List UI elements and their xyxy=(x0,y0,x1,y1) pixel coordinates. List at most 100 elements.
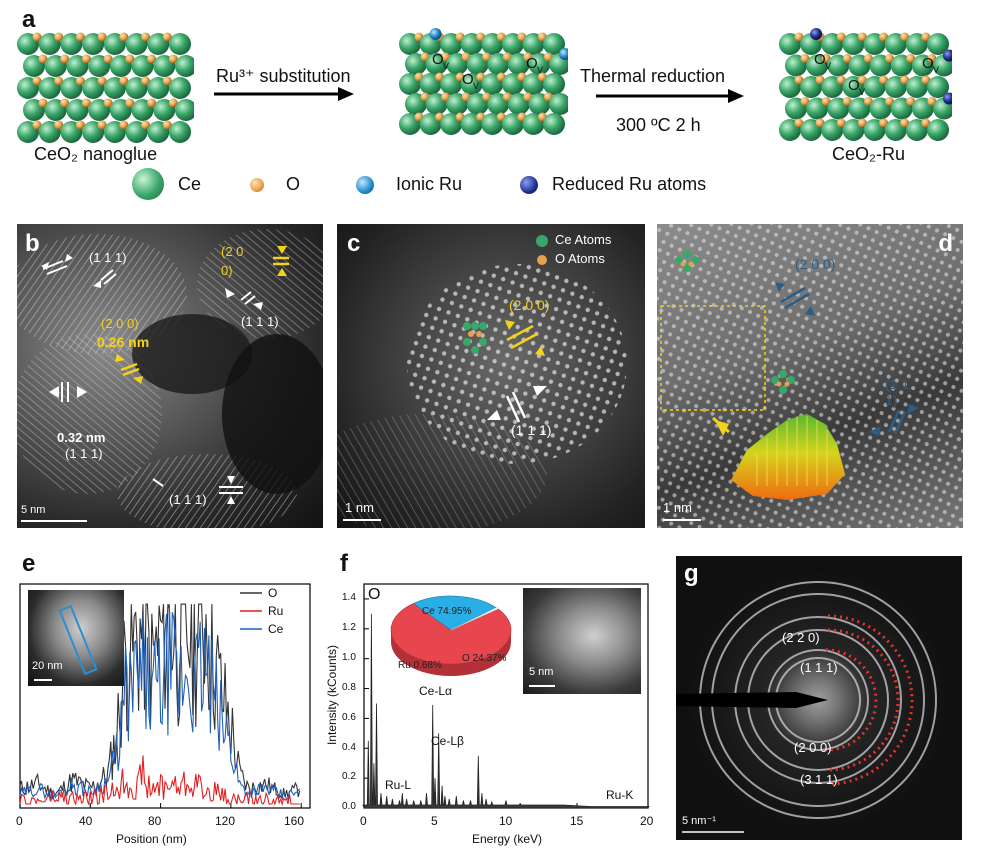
o-atom xyxy=(119,76,129,86)
g-ring-311: (3 1 1) xyxy=(800,772,838,787)
g-ring-200: (2 0 0) xyxy=(794,740,832,755)
f-xtick-3: 15 xyxy=(570,814,584,828)
panel-g-image: g (2 2 0) (1 1 1) (2 0 0) (3 1 1) 5 nm⁻¹ xyxy=(676,556,962,840)
ru-substituted-illustration: O VO VO V xyxy=(399,28,568,135)
panel-f-chart xyxy=(362,583,650,809)
panel-c-lattice xyxy=(337,235,627,528)
o-atom xyxy=(38,98,48,108)
c-legend-o: O Atoms xyxy=(555,251,605,266)
f-ytick-0: 0.0 xyxy=(342,801,356,812)
e-inset-image: 20 nm xyxy=(28,590,124,686)
f-peak-o: O xyxy=(368,586,381,603)
c-scale-label: 1 nm xyxy=(345,500,374,515)
o-atom xyxy=(32,32,42,42)
panel-d-lattice xyxy=(657,224,963,528)
ce-atom xyxy=(175,55,194,77)
panel-c-letter: c xyxy=(347,230,361,257)
f-pie-o: O 24.37% xyxy=(462,653,507,664)
o-atom xyxy=(147,98,157,108)
o-atom xyxy=(97,76,107,86)
oxygen-vacancy-subscript: V xyxy=(473,81,479,91)
o-atom xyxy=(32,76,42,86)
f-peak-ru-k: Ru-K xyxy=(606,788,634,802)
f-xtick-0: 0 xyxy=(360,814,367,828)
e-legend-ru: Ru xyxy=(268,604,284,618)
b-spacing-032: 0.32 nm xyxy=(57,430,106,445)
o-atom xyxy=(162,76,172,86)
o-atom xyxy=(147,54,157,64)
f-inset-scale: 5 nm xyxy=(529,666,554,678)
o-atom xyxy=(103,54,113,64)
panel-e-letter: e xyxy=(22,550,36,577)
pie-slice xyxy=(450,607,499,631)
o-atom xyxy=(103,98,113,108)
b-plane-label-2: (2 0 0) xyxy=(221,244,244,278)
step2-sub: 300 ºC 2 h xyxy=(616,115,701,135)
o-atom xyxy=(81,98,91,108)
panel-d-letter: d xyxy=(938,230,953,257)
step2-arrow xyxy=(596,89,744,103)
ceo2-ru-illustration: O VO VO V xyxy=(779,28,952,141)
panel-b-image: b (1 1 1) (2 0 0) (1 1 1) (2 0 0) 0.26 n… xyxy=(17,224,323,528)
f-xtick-2: 10 xyxy=(499,814,513,828)
e-xtick-1: 40 xyxy=(79,814,93,828)
b-plane-label-3: (1 1 1) xyxy=(241,314,279,329)
f-peak-ce-lb: Ce-Lβ xyxy=(431,734,464,748)
ce-atom xyxy=(169,77,191,99)
panel-b-lattice xyxy=(17,229,323,528)
f-pie-ce: Ce 74.95% xyxy=(422,606,472,617)
product-label: CeO₂-Ru xyxy=(832,144,906,164)
o-atom xyxy=(119,32,129,42)
o-atom xyxy=(75,76,85,86)
oxygen-vacancy-subscript: V xyxy=(825,61,831,71)
o-atom xyxy=(141,76,151,86)
f-pie-chart xyxy=(390,595,512,676)
c-legend-ce: Ce Atoms xyxy=(555,232,612,247)
panel-a-letter: a xyxy=(22,6,36,33)
ru-atom xyxy=(810,28,823,40)
o-atom xyxy=(125,54,135,64)
f-ylabel: Intensity (kCounts) xyxy=(325,644,340,746)
legend-reduced-ru-label: Reduced Ru atoms xyxy=(552,174,707,194)
b-plane-label-1: (1 1 1) xyxy=(89,250,127,265)
o-atom xyxy=(141,32,151,42)
o-atom xyxy=(97,120,107,130)
e-xlabel: Position (nm) xyxy=(116,832,187,846)
panel-g-letter: g xyxy=(684,560,699,587)
b-plane-label-5: (1 1 1) xyxy=(65,446,103,461)
e-xtick-2: 80 xyxy=(148,814,162,828)
ce-atom xyxy=(543,73,565,95)
f-ytick-7: 1.4 xyxy=(342,592,356,603)
e-xtick-3: 120 xyxy=(215,814,236,828)
oxygen-vacancy-subscript: V xyxy=(537,65,543,75)
g-ring-220: (2 2 0) xyxy=(782,630,820,645)
legend-o-label: O xyxy=(286,174,301,194)
ru-atom xyxy=(429,28,442,40)
reduced-ru-legend-icon xyxy=(520,176,538,194)
o-atom xyxy=(75,32,85,42)
ce-legend-icon xyxy=(132,168,164,200)
ce-atom xyxy=(543,33,565,55)
o-atom xyxy=(141,120,151,130)
ionic-ru-legend-icon xyxy=(356,176,374,194)
oxygen-vacancy-label: O xyxy=(432,51,444,68)
o-atom xyxy=(38,54,48,64)
o-atom xyxy=(54,76,64,86)
oxygen-vacancy-subscript: V xyxy=(859,87,865,97)
o-atom xyxy=(60,98,70,108)
d-plane-200: (2 0 0) xyxy=(795,256,836,272)
ru-atom xyxy=(943,49,952,62)
ce-atom xyxy=(169,33,191,55)
oxygen-vacancy-subscript: V xyxy=(443,61,449,71)
f-inset-image: 5 nm xyxy=(523,588,641,694)
oxygen-vacancy-label: O xyxy=(462,71,474,88)
f-ytick-6: 1.2 xyxy=(342,622,356,633)
f-ytick-1: 0.2 xyxy=(342,771,356,782)
e-inset-scale: 20 nm xyxy=(32,660,63,672)
oxygen-vacancy-label: O xyxy=(922,55,934,72)
e-xtick-0: 0 xyxy=(16,814,23,828)
c-plane-111: (1 1 1) xyxy=(511,422,552,438)
panel-e: e O Ru Ce 20 nm 0 40 80 120 160 Position… xyxy=(0,548,330,855)
panel-e-chart xyxy=(19,583,311,809)
d-plane-111: (1 1 1) xyxy=(885,376,910,408)
